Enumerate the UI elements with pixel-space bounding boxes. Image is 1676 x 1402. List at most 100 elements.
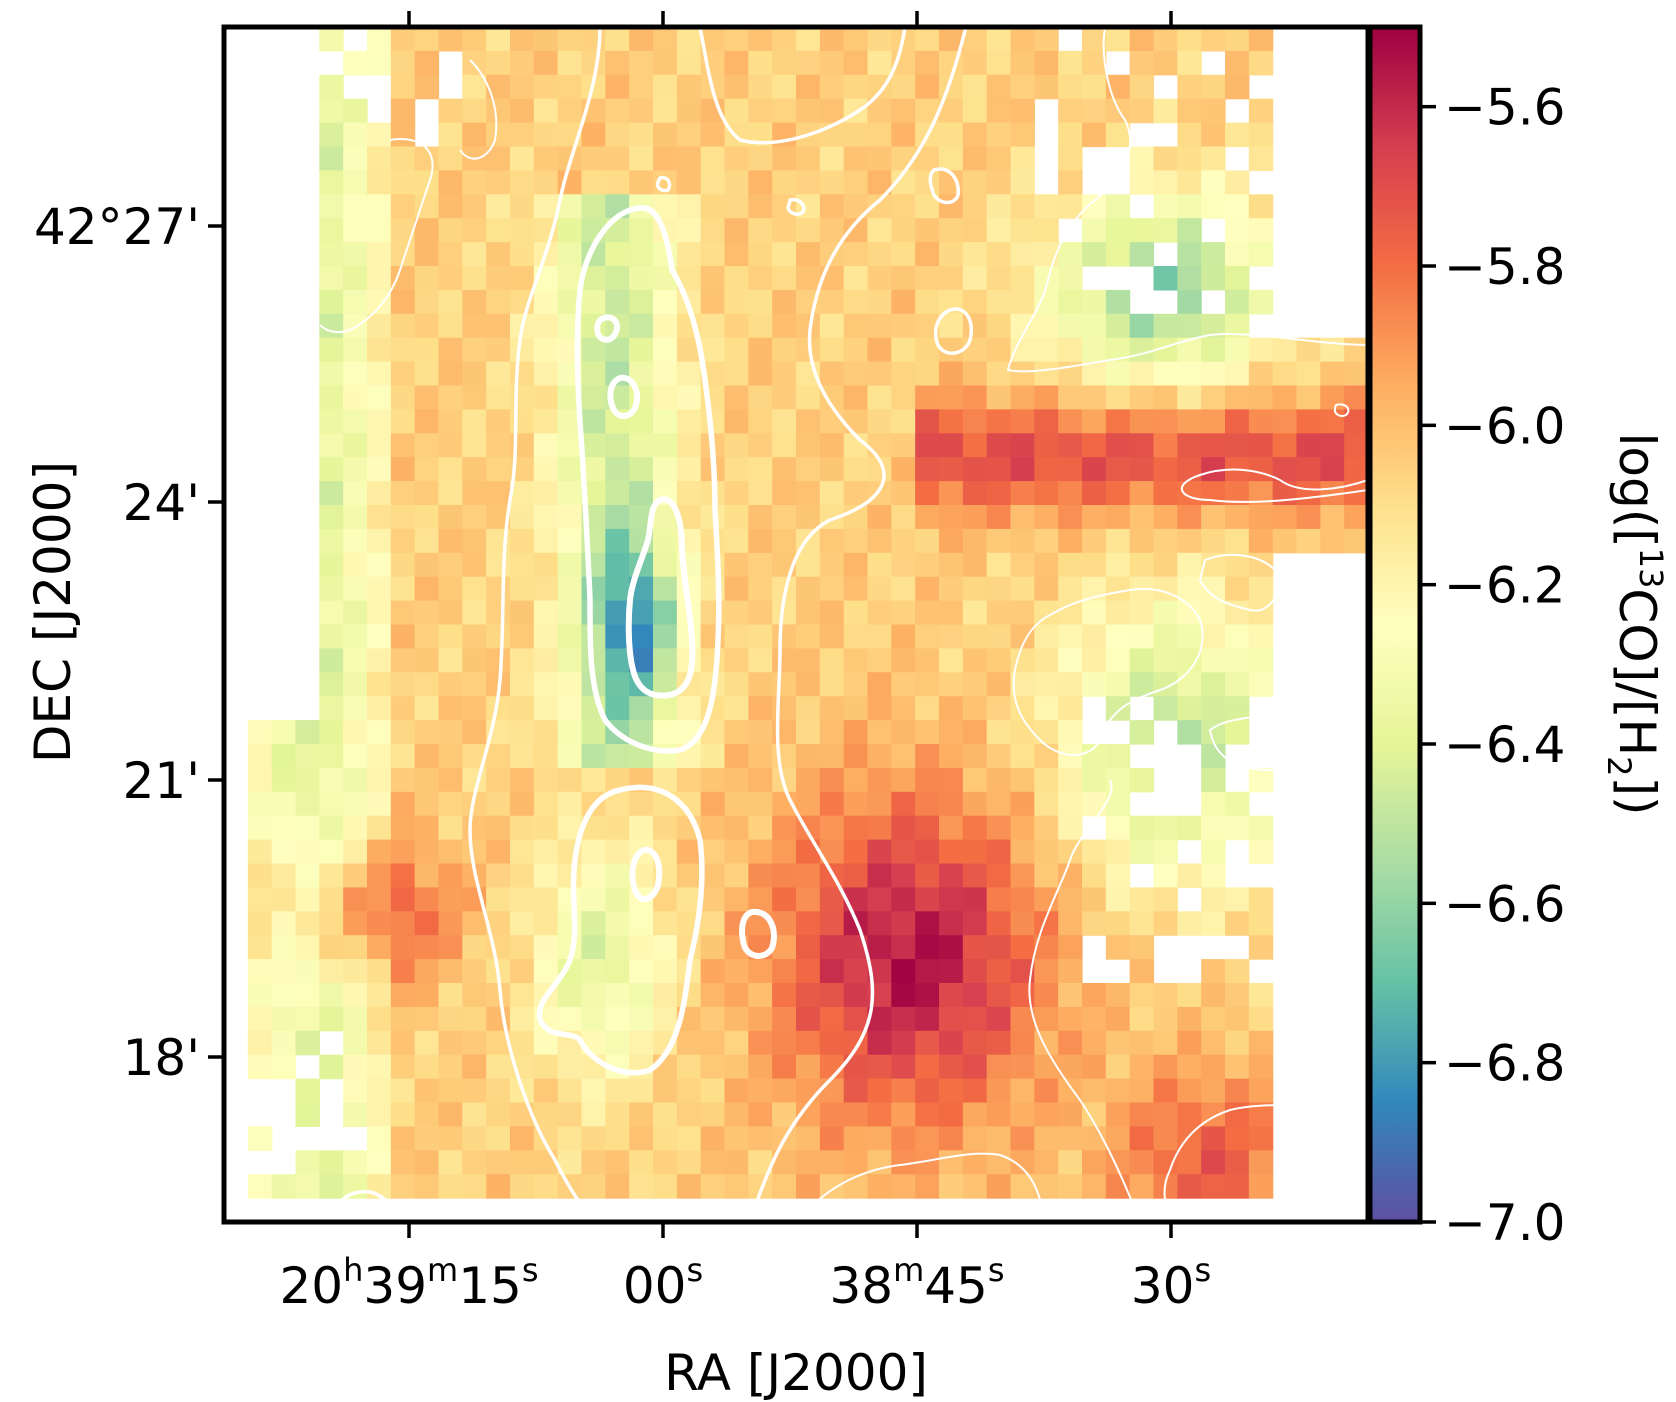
map-pixel xyxy=(939,791,964,817)
map-pixel xyxy=(533,194,559,219)
map-pixel xyxy=(533,767,559,793)
map-pixel xyxy=(1153,911,1178,936)
map-pixel xyxy=(962,744,988,769)
map-pixel xyxy=(533,839,559,865)
map-pixel xyxy=(462,1030,487,1056)
map-pixel xyxy=(939,672,964,697)
map-pixel xyxy=(843,337,869,363)
map-pixel xyxy=(581,935,606,960)
map-pixel xyxy=(557,1126,583,1151)
map-pixel xyxy=(1344,385,1368,410)
map-pixel xyxy=(414,696,440,721)
map-pixel xyxy=(915,720,940,745)
map-pixel xyxy=(295,1006,320,1032)
map-pixel xyxy=(557,983,583,1008)
contour-south-1 xyxy=(799,1152,1046,1222)
map-pixel xyxy=(819,98,845,124)
map-pixel xyxy=(819,218,845,243)
map-pixel xyxy=(533,74,559,100)
map-pixel xyxy=(1010,600,1035,626)
map-pixel xyxy=(748,50,773,76)
colorbar-tick-label: −5.6 xyxy=(1444,79,1565,137)
map-pixel xyxy=(915,433,940,458)
map-pixel xyxy=(1034,983,1059,1008)
map-pixel xyxy=(462,122,487,148)
map-pixel xyxy=(819,648,845,673)
y-axis-ticks: 42°27'24'21'18' xyxy=(34,198,224,1087)
map-pixel xyxy=(390,600,416,626)
map-pixel xyxy=(1129,481,1155,506)
map-pixel xyxy=(271,767,297,793)
map-pixel xyxy=(986,98,1012,124)
map-pixel xyxy=(939,863,964,888)
map-pixel xyxy=(533,98,559,124)
map-pixel xyxy=(1272,337,1298,363)
map-pixel xyxy=(986,983,1012,1008)
map-pixel xyxy=(414,481,440,506)
map-pixel xyxy=(891,242,916,267)
map-pixel xyxy=(438,887,463,912)
map-pixel xyxy=(414,313,440,339)
map-pixel xyxy=(462,98,487,124)
map-pixel xyxy=(629,1102,654,1127)
map-pixel xyxy=(605,1126,630,1151)
map-pixel xyxy=(962,863,988,888)
map-pixel xyxy=(653,528,678,554)
map-pixel xyxy=(748,313,773,339)
map-pixel xyxy=(748,672,773,697)
map-pixel xyxy=(700,887,726,912)
map-pixel xyxy=(605,98,630,124)
map-pixel xyxy=(796,935,821,960)
map-pixel xyxy=(962,791,988,817)
map-pixel xyxy=(462,1150,487,1175)
map-pixel xyxy=(1034,959,1059,984)
map-pixel xyxy=(843,648,869,673)
map-pixel xyxy=(1225,1078,1250,1104)
map-pixel xyxy=(1058,863,1083,888)
map-pixel xyxy=(438,624,463,649)
map-pixel xyxy=(1225,887,1250,912)
map-pixel xyxy=(462,1078,487,1104)
map-pixel xyxy=(772,146,797,171)
map-pixel xyxy=(629,1006,654,1032)
map-pixel xyxy=(1248,1126,1274,1151)
map-pixel xyxy=(891,1006,916,1032)
map-pixel xyxy=(581,433,606,458)
map-pixel xyxy=(390,194,416,219)
map-pixel xyxy=(1129,433,1155,458)
map-pixel xyxy=(1058,983,1083,1008)
map-pixel xyxy=(1225,74,1250,100)
map-pixel xyxy=(843,1126,869,1151)
map-pixel xyxy=(1177,218,1202,243)
map-pixel xyxy=(1296,505,1321,530)
map-pixel xyxy=(462,552,487,578)
map-pixel xyxy=(843,767,869,793)
contour-east-5 xyxy=(1199,553,1280,612)
map-pixel xyxy=(533,528,559,554)
map-pixel xyxy=(915,481,940,506)
map-pixel xyxy=(891,959,916,984)
map-pixel xyxy=(796,170,821,195)
map-pixel xyxy=(1058,337,1083,363)
map-pixel xyxy=(1010,266,1035,291)
map-pixel xyxy=(891,457,916,482)
map-pixel xyxy=(1153,481,1178,506)
map-pixel xyxy=(1034,1054,1059,1080)
map-pixel xyxy=(390,218,416,243)
map-pixel xyxy=(1177,1006,1202,1032)
map-pixel xyxy=(533,959,559,984)
map-pixel xyxy=(962,170,988,195)
map-pixel xyxy=(367,528,392,554)
map-pixel xyxy=(343,911,368,936)
map-pixel xyxy=(843,146,869,171)
map-pixel xyxy=(939,696,964,721)
map-pixel xyxy=(843,983,869,1008)
map-pixel xyxy=(962,194,988,219)
map-pixel xyxy=(962,266,988,291)
map-pixel xyxy=(581,194,606,219)
x-tick-label: 20h39m15s xyxy=(280,1251,539,1315)
map-pixel xyxy=(819,1150,845,1175)
map-pixel xyxy=(343,242,368,267)
map-pixel xyxy=(367,433,392,458)
map-pixel xyxy=(486,218,511,243)
